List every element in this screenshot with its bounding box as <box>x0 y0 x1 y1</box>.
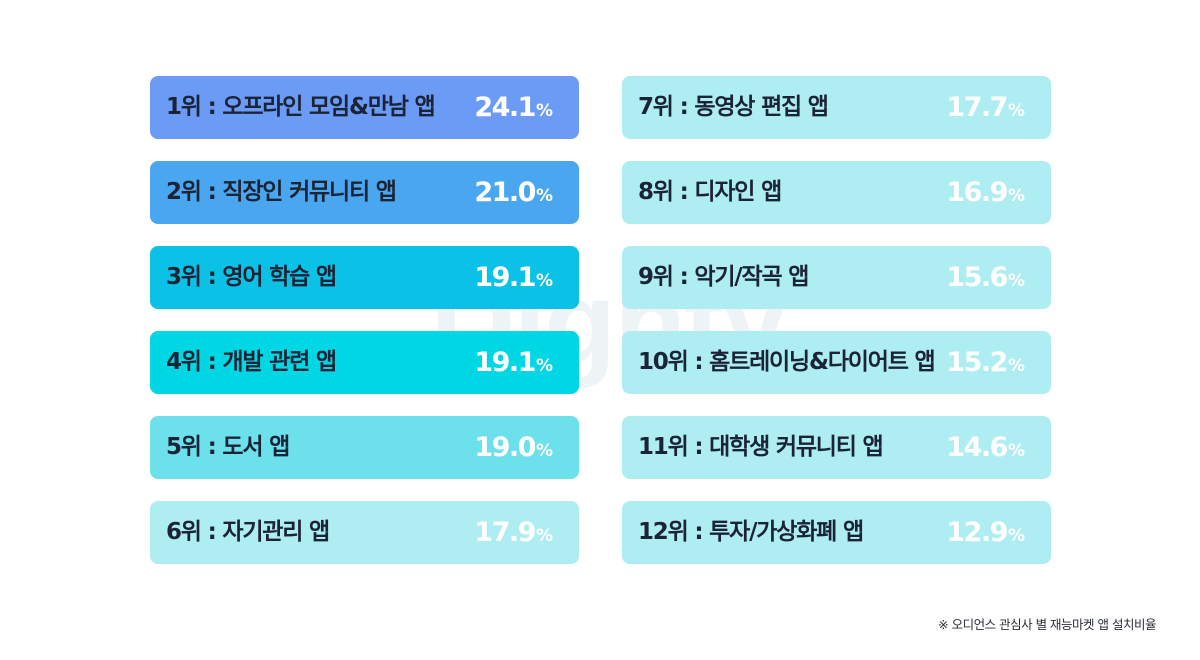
value-number: 15.6 <box>946 262 1008 293</box>
rank-label: 8위 : 디자인 앱 <box>638 179 782 205</box>
rank-card-9: 9위 : 악기/작곡 앱 15.6% <box>622 246 1051 309</box>
rank-label: 5위 : 도서 앱 <box>166 434 290 460</box>
percent-sign: % <box>1007 526 1025 546</box>
rank-label: 7위 : 동영상 편집 앱 <box>638 94 829 120</box>
percent-sign: % <box>1007 101 1025 121</box>
percent-sign: % <box>535 441 553 461</box>
footnote: ※ 오디언스 관심사 별 재능마켓 앱 설치비율 <box>938 617 1156 632</box>
rank-value: 21.0% <box>474 161 553 228</box>
percent-sign: % <box>535 186 553 206</box>
rank-card-2: 2위 : 직장인 커뮤니티 앱 21.0% <box>150 161 579 224</box>
rank-card-12: 12위 : 투자/가상화폐 앱 12.9% <box>622 501 1051 564</box>
rank-value: 19.0% <box>474 416 553 483</box>
percent-sign: % <box>535 101 553 121</box>
rank-value: 15.2% <box>946 331 1025 398</box>
value-number: 17.9 <box>474 517 536 548</box>
rank-value: 12.9% <box>946 501 1025 568</box>
rank-card-1: 1위 : 오프라인 모임&만남 앱 24.1% <box>150 76 579 139</box>
percent-sign: % <box>1007 441 1025 461</box>
percent-sign: % <box>1007 186 1025 206</box>
rank-card-11: 11위 : 대학생 커뮤니티 앱 14.6% <box>622 416 1051 479</box>
rank-card-7: 7위 : 동영상 편집 앱 17.7% <box>622 76 1051 139</box>
ranking-column-left: 1위 : 오프라인 모임&만남 앱 24.1% 2위 : 직장인 커뮤니티 앱 … <box>150 76 579 586</box>
rank-value: 17.9% <box>474 501 553 568</box>
rank-card-10: 10위 : 홈트레이닝&다이어트 앱 15.2% <box>622 331 1051 394</box>
rank-label: 2위 : 직장인 커뮤니티 앱 <box>166 179 397 205</box>
rank-label: 3위 : 영어 학습 앱 <box>166 264 337 290</box>
rank-card-6: 6위 : 자기관리 앱 17.9% <box>150 501 579 564</box>
value-number: 19.1 <box>474 347 536 378</box>
rank-label: 1위 : 오프라인 모임&만남 앱 <box>166 94 436 120</box>
rank-label: 4위 : 개발 관련 앱 <box>166 349 337 375</box>
rank-card-8: 8위 : 디자인 앱 16.9% <box>622 161 1051 224</box>
rank-card-4: 4위 : 개발 관련 앱 19.1% <box>150 331 579 394</box>
value-number: 16.9 <box>946 177 1008 208</box>
percent-sign: % <box>535 271 553 291</box>
value-number: 14.6 <box>946 432 1008 463</box>
percent-sign: % <box>1007 271 1025 291</box>
rank-value: 15.6% <box>946 246 1025 313</box>
percent-sign: % <box>535 356 553 376</box>
rank-value: 17.7% <box>946 76 1025 143</box>
rank-card-5: 5위 : 도서 앱 19.0% <box>150 416 579 479</box>
rank-value: 19.1% <box>474 246 553 313</box>
value-number: 24.1 <box>474 92 536 123</box>
value-number: 12.9 <box>946 517 1008 548</box>
percent-sign: % <box>1007 356 1025 376</box>
ranking-column-right: 7위 : 동영상 편집 앱 17.7% 8위 : 디자인 앱 16.9% 9위 … <box>622 76 1051 586</box>
rank-value: 24.1% <box>474 76 553 143</box>
rank-value: 16.9% <box>946 161 1025 228</box>
rank-label: 11위 : 대학생 커뮤니티 앱 <box>638 434 884 460</box>
rank-card-3: 3위 : 영어 학습 앱 19.1% <box>150 246 579 309</box>
rank-label: 10위 : 홈트레이닝&다이어트 앱 <box>638 349 936 375</box>
value-number: 15.2 <box>946 347 1008 378</box>
rank-value: 19.1% <box>474 331 553 398</box>
rank-value: 14.6% <box>946 416 1025 483</box>
rank-label: 6위 : 자기관리 앱 <box>166 519 330 545</box>
value-number: 19.1 <box>474 262 536 293</box>
rank-label: 9위 : 악기/작곡 앱 <box>638 264 809 290</box>
value-number: 21.0 <box>474 177 536 208</box>
value-number: 19.0 <box>474 432 536 463</box>
value-number: 17.7 <box>946 92 1008 123</box>
percent-sign: % <box>535 526 553 546</box>
rank-label: 12위 : 투자/가상화폐 앱 <box>638 519 864 545</box>
